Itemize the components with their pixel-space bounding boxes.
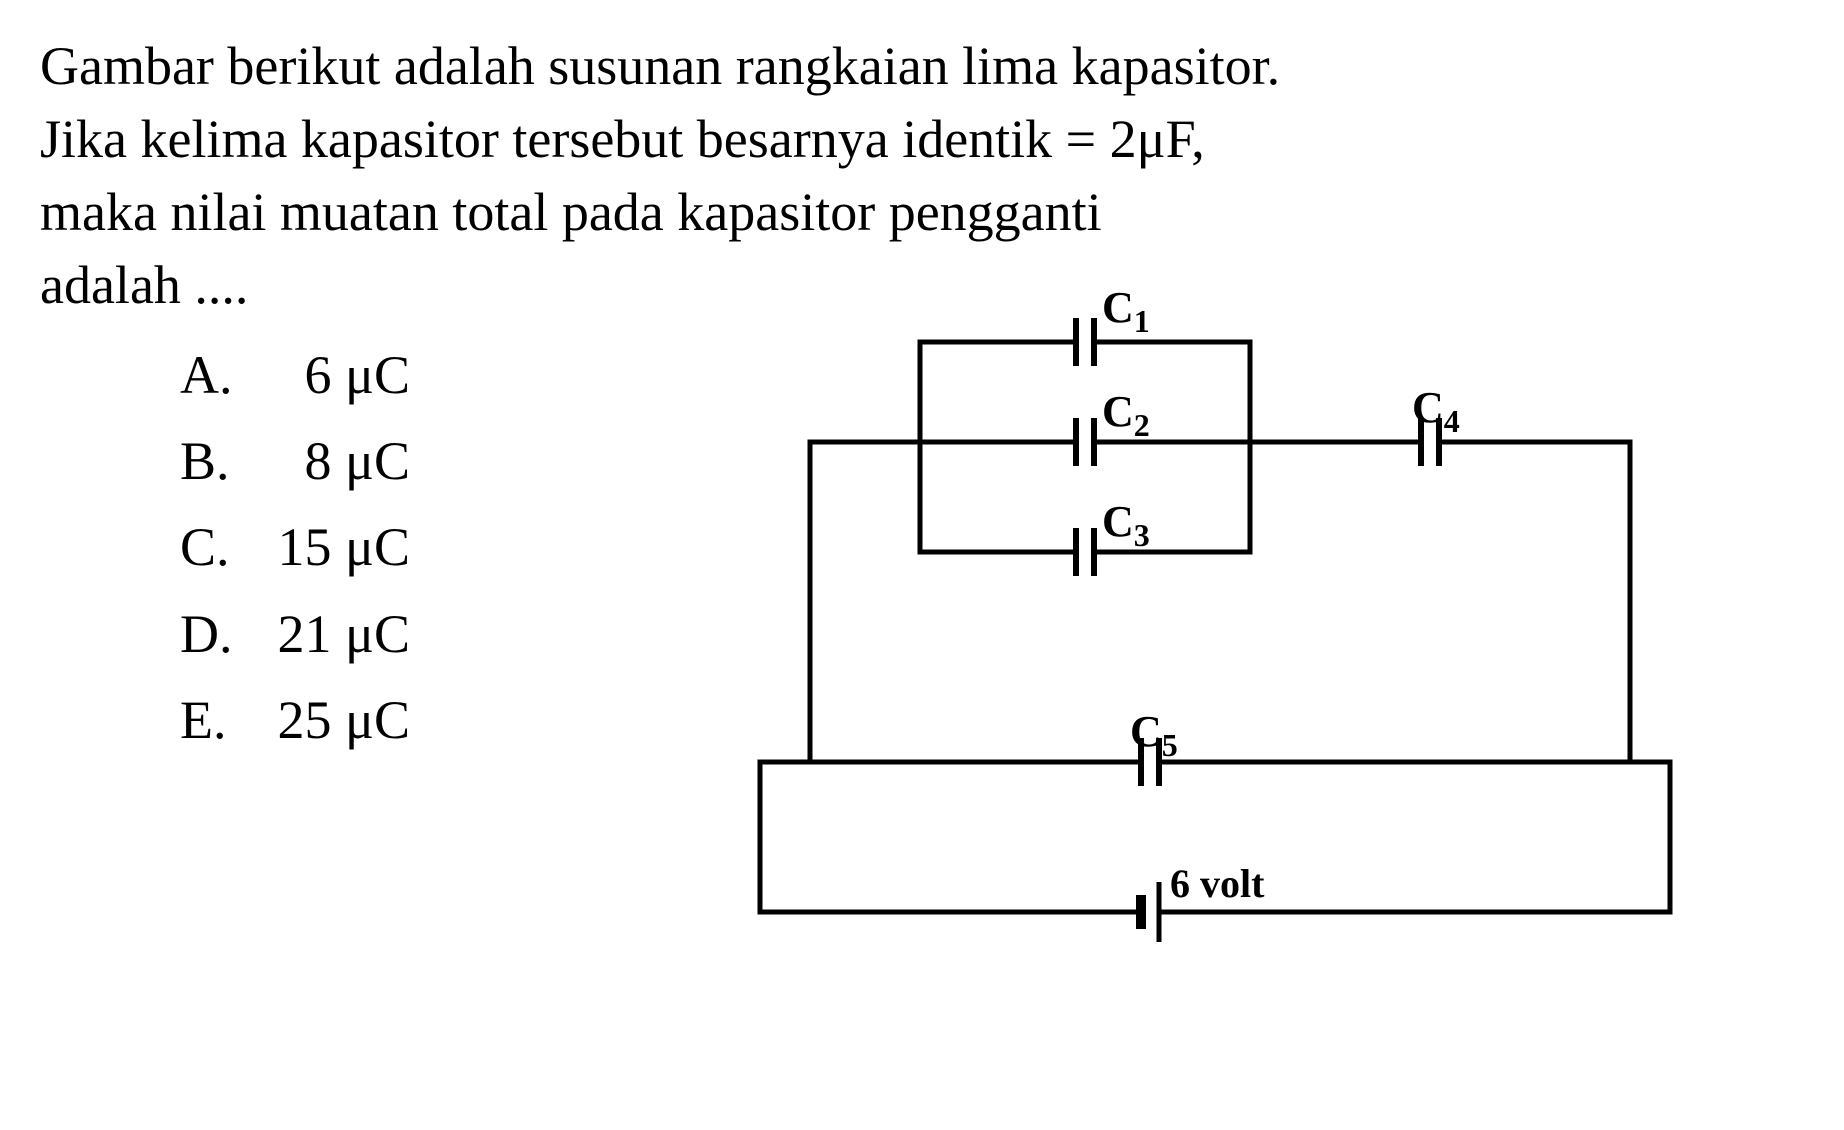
answer-value: 15 μC [260, 504, 410, 590]
circuit-svg: C1 C2 C3 C4 C5 6 volt [730, 272, 1680, 992]
label-c3: C3 [1102, 497, 1150, 553]
label-c5: C5 [1130, 707, 1178, 763]
question-line-4: adalah .... [40, 255, 248, 315]
wire-battery-left [760, 762, 1141, 912]
label-c1: C1 [1102, 283, 1150, 339]
content-row: A. 6 μC B. 8 μC C. 15 μC D. 21 μC E. 25 … [40, 332, 1804, 992]
wire-left-down [810, 442, 920, 762]
answer-letter: E. [180, 677, 260, 763]
label-c2: C2 [1102, 387, 1150, 443]
answer-letter: A. [180, 332, 260, 418]
answer-d: D. 21 μC [180, 591, 690, 677]
circuit-diagram: C1 C2 C3 C4 C5 6 volt [730, 272, 1680, 992]
answer-value: 21 μC [260, 591, 410, 677]
answer-letter: B. [180, 418, 260, 504]
answers-list: A. 6 μC B. 8 μC C. 15 μC D. 21 μC E. 25 … [40, 332, 690, 992]
answer-c: C. 15 μC [180, 504, 690, 590]
wire-c1-left [920, 342, 1076, 442]
label-c4: C4 [1412, 383, 1460, 439]
answer-value: 8 μC [260, 418, 410, 504]
label-voltage: 6 volt [1170, 861, 1265, 906]
question-line-3: maka nilai muatan total pada kapasitor p… [40, 182, 1102, 242]
answer-letter: D. [180, 591, 260, 677]
answer-value: 25 μC [260, 677, 410, 763]
answer-b: B. 8 μC [180, 418, 690, 504]
answer-a: A. 6 μC [180, 332, 690, 418]
answer-letter: C. [180, 504, 260, 590]
wire-c4-right-down [1439, 442, 1630, 762]
answer-e: E. 25 μC [180, 677, 690, 763]
wire-c3-left [920, 442, 1076, 552]
question-line-1: Gambar berikut adalah susunan rangkaian … [40, 36, 1280, 96]
answer-value: 6 μC [260, 332, 410, 418]
question-line-2: Jika kelima kapasitor tersebut besarnya … [40, 109, 1205, 169]
